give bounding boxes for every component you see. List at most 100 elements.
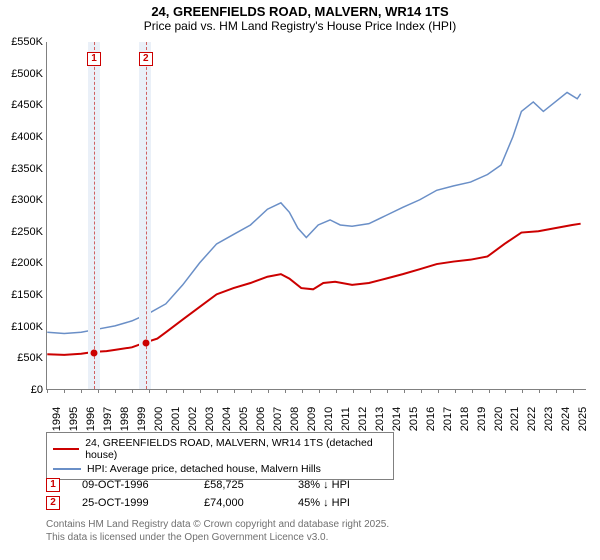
legend-label: 24, GREENFIELDS ROAD, MALVERN, WR14 1TS …: [85, 437, 387, 461]
x-tick-label: 2010: [323, 407, 335, 431]
x-tick-mark: [302, 389, 303, 393]
highlight-band: [139, 42, 151, 389]
y-tick-label: £50K: [3, 352, 43, 364]
x-tick-label: 2024: [560, 407, 572, 431]
x-tick-label: 1994: [51, 407, 63, 431]
x-tick-label: 2021: [509, 407, 521, 431]
x-tick-label: 2012: [357, 407, 369, 431]
transaction-vline: [146, 42, 147, 389]
x-tick-mark: [81, 389, 82, 393]
x-tick-mark: [149, 389, 150, 393]
x-tick-label: 2000: [153, 407, 165, 431]
x-tick-label: 1997: [102, 407, 114, 431]
x-tick-label: 2009: [306, 407, 318, 431]
transaction-pct: 38% ↓ HPI: [298, 479, 388, 491]
x-tick-mark: [438, 389, 439, 393]
x-tick-mark: [387, 389, 388, 393]
transaction-price: £74,000: [204, 497, 276, 509]
x-tick-label: 2008: [289, 407, 301, 431]
title-block: 24, GREENFIELDS ROAD, MALVERN, WR14 1TS …: [0, 0, 600, 33]
y-tick-label: £250K: [3, 226, 43, 238]
transaction-row-marker: 2: [46, 496, 60, 510]
y-tick-label: £450K: [3, 99, 43, 111]
x-tick-mark: [573, 389, 574, 393]
y-tick-label: £500K: [3, 68, 43, 80]
x-tick-label: 2006: [255, 407, 267, 431]
x-tick-label: 2023: [543, 407, 555, 431]
x-tick-label: 1999: [136, 407, 148, 431]
transaction-marker: 2: [139, 52, 153, 66]
transaction-dot: [142, 340, 149, 347]
y-tick-label: £550K: [3, 36, 43, 48]
x-tick-mark: [285, 389, 286, 393]
footer-line-1: Contains HM Land Registry data © Crown c…: [46, 518, 389, 531]
chart-container: 24, GREENFIELDS ROAD, MALVERN, WR14 1TS …: [0, 0, 600, 560]
x-tick-mark: [421, 389, 422, 393]
x-tick-label: 2011: [340, 407, 352, 431]
transactions-table: 1 09-OCT-1996 £58,725 38% ↓ HPI 2 25-OCT-1999…: [46, 476, 388, 512]
transaction-pct: 45% ↓ HPI: [298, 497, 388, 509]
y-tick-label: £100K: [3, 321, 43, 333]
x-tick-label: 2017: [442, 407, 454, 431]
x-tick-mark: [522, 389, 523, 393]
x-tick-mark: [404, 389, 405, 393]
x-tick-mark: [251, 389, 252, 393]
x-tick-mark: [319, 389, 320, 393]
x-tick-label: 2014: [391, 407, 403, 431]
transaction-row-marker: 1: [46, 478, 60, 492]
x-tick-label: 2015: [408, 407, 420, 431]
x-tick-mark: [166, 389, 167, 393]
x-tick-mark: [370, 389, 371, 393]
footer-attribution: Contains HM Land Registry data © Crown c…: [46, 518, 389, 544]
transaction-marker: 1: [87, 52, 101, 66]
x-tick-mark: [115, 389, 116, 393]
legend: 24, GREENFIELDS ROAD, MALVERN, WR14 1TS …: [46, 432, 394, 480]
chart-subtitle: Price paid vs. HM Land Registry's House …: [0, 19, 600, 33]
footer-line-2: This data is licensed under the Open Gov…: [46, 531, 389, 544]
chart-title: 24, GREENFIELDS ROAD, MALVERN, WR14 1TS: [0, 4, 600, 19]
x-tick-label: 2003: [204, 407, 216, 431]
transaction-row: 1 09-OCT-1996 £58,725 38% ↓ HPI: [46, 476, 388, 494]
x-tick-label: 2020: [493, 407, 505, 431]
x-tick-label: 2002: [187, 407, 199, 431]
y-tick-label: £200K: [3, 257, 43, 269]
x-tick-label: 2018: [459, 407, 471, 431]
x-tick-label: 2025: [577, 407, 589, 431]
x-tick-label: 2022: [526, 407, 538, 431]
y-tick-label: £150K: [3, 289, 43, 301]
x-tick-mark: [268, 389, 269, 393]
x-tick-label: 2005: [238, 407, 250, 431]
x-tick-mark: [489, 389, 490, 393]
transaction-row: 2 25-OCT-1999 £74,000 45% ↓ HPI: [46, 494, 388, 512]
x-tick-label: 1998: [119, 407, 131, 431]
y-tick-label: £400K: [3, 131, 43, 143]
x-tick-mark: [183, 389, 184, 393]
legend-label: HPI: Average price, detached house, Malv…: [87, 463, 321, 475]
x-tick-mark: [353, 389, 354, 393]
x-tick-mark: [200, 389, 201, 393]
legend-swatch: [53, 468, 81, 470]
legend-item: HPI: Average price, detached house, Malv…: [53, 462, 387, 476]
x-tick-label: 2001: [170, 407, 182, 431]
x-tick-label: 2007: [272, 407, 284, 431]
x-tick-mark: [556, 389, 557, 393]
x-tick-mark: [64, 389, 65, 393]
transaction-price: £58,725: [204, 479, 276, 491]
transaction-date: 09-OCT-1996: [82, 479, 182, 491]
x-tick-label: 2016: [425, 407, 437, 431]
transaction-date: 25-OCT-1999: [82, 497, 182, 509]
series-line-hpi: [47, 92, 580, 333]
x-tick-mark: [505, 389, 506, 393]
y-tick-label: £0: [3, 384, 43, 396]
y-tick-label: £350K: [3, 163, 43, 175]
x-tick-label: 1995: [68, 407, 80, 431]
series-line-subject: [47, 224, 580, 355]
x-tick-label: 2004: [221, 407, 233, 431]
y-tick-label: £300K: [3, 194, 43, 206]
x-tick-label: 2013: [374, 407, 386, 431]
transaction-vline: [94, 42, 95, 389]
transaction-dot: [91, 349, 98, 356]
x-tick-mark: [336, 389, 337, 393]
plot-area: £0£50K£100K£150K£200K£250K£300K£350K£400…: [46, 42, 586, 390]
x-tick-mark: [455, 389, 456, 393]
